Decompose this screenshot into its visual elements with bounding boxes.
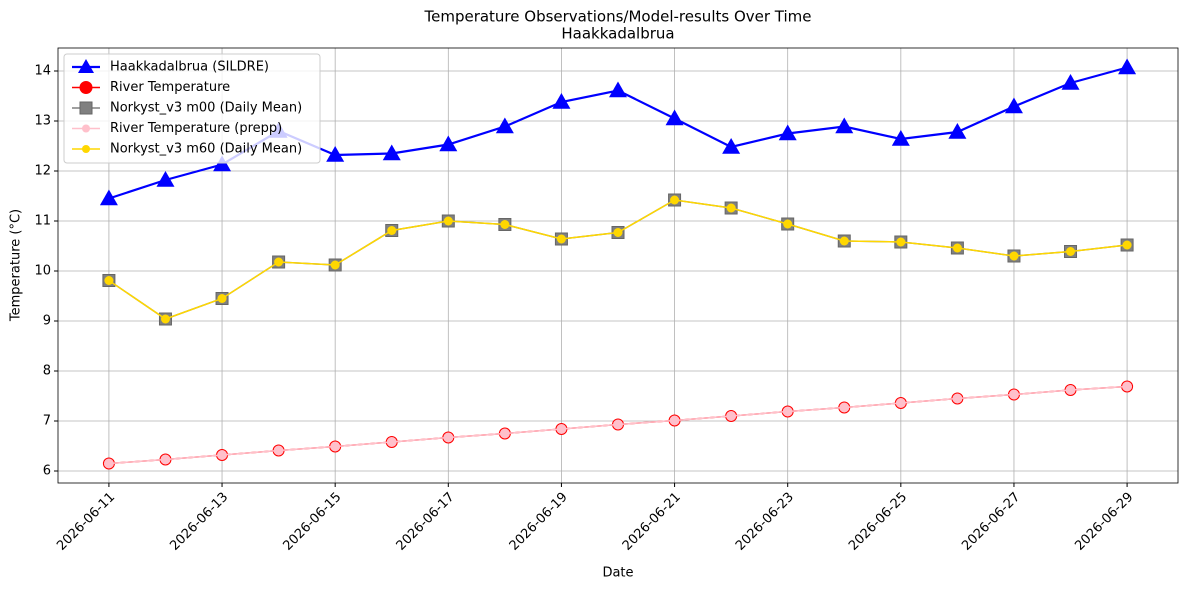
marker — [1118, 58, 1137, 75]
y-tick-label: 8 — [43, 364, 51, 379]
marker — [1122, 240, 1132, 250]
x-tick-label: 2026-06-19 — [507, 490, 571, 554]
marker — [500, 220, 510, 229]
y-tick-label: 7 — [43, 414, 51, 429]
x-tick-label: 2026-06-13 — [167, 490, 231, 554]
marker — [330, 442, 340, 451]
marker — [556, 424, 566, 434]
marker — [609, 81, 627, 98]
marker — [439, 135, 458, 152]
legend-label: Haakkadalbrua (SILDRE) — [110, 60, 269, 75]
legend-box — [63, 53, 321, 164]
y-tick-label: 6 — [43, 464, 51, 479]
marker — [665, 109, 684, 126]
x-tick-label: 2026-06-25 — [846, 490, 910, 554]
marker — [896, 237, 906, 247]
marker — [1004, 97, 1023, 114]
marker — [274, 257, 284, 267]
marker — [217, 294, 227, 303]
legend-marker — [78, 59, 94, 73]
marker — [783, 219, 793, 229]
legend-marker — [82, 145, 90, 153]
marker — [552, 93, 571, 109]
y-tick-label: 14 — [34, 64, 51, 79]
legend-label: Norkyst_v3 m60 (Daily Mean) — [110, 142, 302, 157]
marker — [99, 189, 118, 206]
marker — [104, 459, 114, 468]
x-tick-label: 2026-06-15 — [280, 490, 344, 554]
y-tick-label: 11 — [34, 214, 51, 229]
x-tick-label: 2026-06-11 — [54, 490, 118, 554]
marker — [156, 171, 175, 187]
marker — [726, 411, 736, 421]
chart-subtitle: Haakkadalbrua — [561, 25, 674, 43]
series-line — [108, 199, 1128, 320]
marker — [839, 403, 849, 412]
marker — [274, 446, 284, 455]
legend-marker — [79, 101, 93, 115]
marker — [160, 314, 170, 324]
marker — [330, 260, 340, 270]
marker — [1122, 382, 1132, 391]
marker — [1066, 385, 1076, 395]
marker — [726, 203, 736, 213]
marker — [670, 195, 680, 205]
marker — [613, 420, 623, 429]
x-tick-label: 2026-06-17 — [394, 490, 458, 554]
marker — [783, 407, 793, 416]
marker — [326, 146, 345, 162]
x-tick-label: 2026-06-23 — [733, 490, 797, 554]
marker — [778, 124, 797, 141]
legend-marker — [82, 124, 90, 133]
plot-frame — [57, 47, 1179, 484]
marker — [952, 243, 962, 253]
y-tick-label: 13 — [34, 114, 51, 129]
marker — [1061, 74, 1080, 90]
marker — [443, 216, 453, 226]
marker — [835, 117, 854, 134]
marker — [387, 437, 397, 447]
marker — [160, 455, 170, 464]
legend-label: River Temperature — [110, 80, 230, 95]
marker — [104, 276, 114, 285]
marker — [948, 123, 967, 139]
y-tick-label: 9 — [43, 314, 51, 329]
marker — [495, 117, 514, 134]
marker — [1066, 247, 1076, 256]
marker — [896, 398, 906, 408]
marker — [217, 450, 227, 460]
marker — [722, 138, 741, 154]
marker — [670, 416, 680, 425]
marker — [387, 226, 397, 235]
marker — [500, 429, 510, 438]
legend-marker — [79, 81, 93, 94]
marker — [443, 433, 453, 442]
marker — [1009, 251, 1019, 261]
series-line — [108, 199, 1128, 320]
marker — [1009, 390, 1019, 399]
legend-label: River Temperature (prepp) — [110, 121, 282, 136]
x-tick-label: 2026-06-29 — [1072, 490, 1136, 554]
x-axis-label: Date — [602, 566, 633, 581]
marker — [382, 144, 401, 161]
marker — [839, 236, 849, 246]
marker — [952, 394, 962, 403]
y-tick-label: 12 — [34, 164, 51, 179]
legend: Haakkadalbrua (SILDRE) River Temperature N… — [63, 53, 321, 164]
y-tick-label: 10 — [34, 264, 51, 279]
x-tick-label: 2026-06-21 — [620, 490, 684, 554]
marker — [613, 228, 623, 237]
x-tick-label: 2026-06-27 — [959, 490, 1023, 554]
legend-label: Norkyst_v3 m00 (Daily Mean) — [110, 101, 302, 116]
y-axis-label: Temperature (°C) — [9, 209, 24, 322]
chart-title: Temperature Observations/Model-results O… — [423, 8, 811, 26]
marker — [891, 130, 910, 146]
marker — [556, 234, 566, 244]
